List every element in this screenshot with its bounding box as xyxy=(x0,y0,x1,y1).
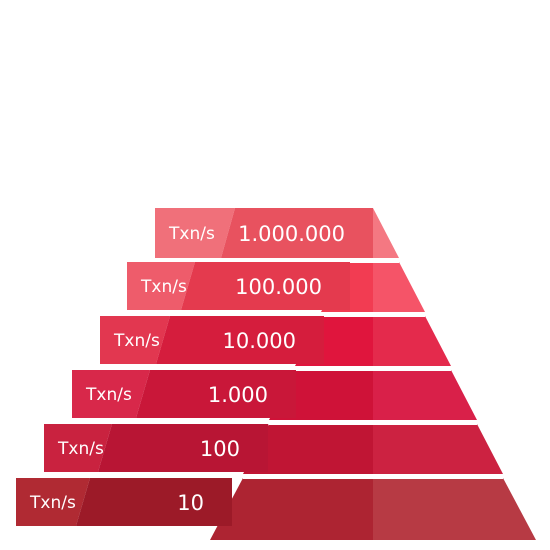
tier-label-unit-bg xyxy=(72,370,150,418)
tier-label-value-bg xyxy=(136,370,296,418)
pyramid-tier-right-face xyxy=(373,424,503,474)
tier-label-panel: Txn/s 1.000 xyxy=(72,370,296,418)
tier-unit-label: Txn/s xyxy=(113,331,160,351)
pyramid-tier-right-face xyxy=(373,262,425,312)
tier-unit-label: Txn/s xyxy=(140,277,187,297)
pyramid-tier-right-face xyxy=(373,478,536,540)
tier-unit-label: Txn/s xyxy=(57,439,104,459)
tier-label-value-bg xyxy=(221,208,373,258)
tier-throughput-value: 10.000 xyxy=(223,329,296,353)
tier-throughput-value: 10 xyxy=(177,491,204,515)
pyramid-tier-left-face xyxy=(243,424,373,474)
tier-throughput-value: 1.000.000 xyxy=(238,222,345,246)
tier-label-value-bg xyxy=(76,478,232,526)
tier-label-unit-bg xyxy=(155,208,235,258)
tier-label-panel: Txn/s 1.000.000 xyxy=(155,208,373,258)
pyramid-tier-right-face xyxy=(373,370,477,420)
tier-label-panel: Txn/s 10 xyxy=(16,478,232,526)
tier-unit-label: Txn/s xyxy=(168,224,215,244)
tier-label-value-bg xyxy=(156,316,324,364)
tier-label-value-bg xyxy=(98,424,268,472)
tier-throughput-value: 1.000 xyxy=(208,383,268,407)
tier-throughput-value: 100.000 xyxy=(235,275,322,299)
tier-label-unit-bg xyxy=(16,478,90,526)
tier-throughput-value: 100 xyxy=(200,437,240,461)
pyramid-tier-right-face xyxy=(373,208,399,258)
tier-label-panel: Txn/s 100.000 xyxy=(127,262,350,310)
tier-label-panel: Txn/s 10.000 xyxy=(100,316,324,364)
pyramid-tier-left-face xyxy=(210,478,373,540)
tier-label-unit-bg xyxy=(44,424,112,472)
tier-unit-label: Txn/s xyxy=(85,385,132,405)
tier-unit-label: Txn/s xyxy=(29,493,76,513)
tier-label-value-bg xyxy=(181,262,350,310)
tier-label-panel: Txn/s 100 xyxy=(44,424,268,472)
tier-label-unit-bg xyxy=(100,316,170,364)
tier-label-unit-bg xyxy=(127,262,195,310)
pyramid-tier-right-face xyxy=(373,316,451,366)
